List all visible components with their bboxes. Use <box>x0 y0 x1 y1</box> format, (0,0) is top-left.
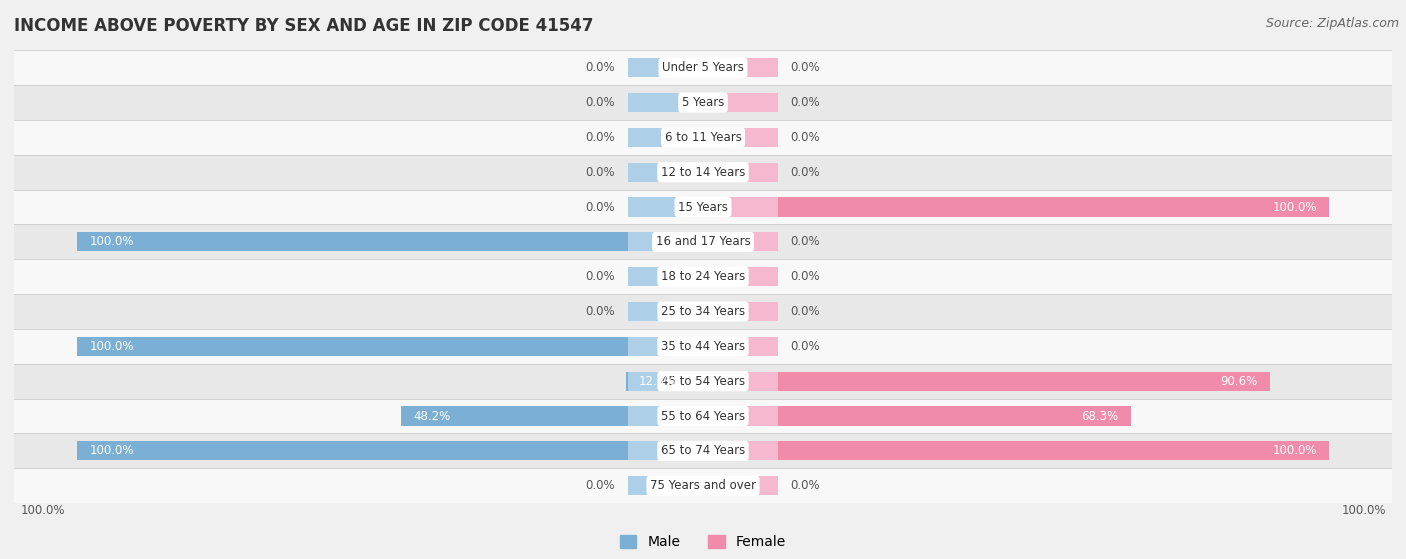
Bar <box>14 433 1392 468</box>
Bar <box>703 197 778 217</box>
Bar <box>14 399 1392 433</box>
Bar <box>14 225 1392 259</box>
Bar <box>703 128 778 147</box>
Text: 16 and 17 Years: 16 and 17 Years <box>655 235 751 248</box>
Bar <box>14 120 1392 155</box>
Text: 100.0%: 100.0% <box>1272 201 1317 214</box>
Text: 12.3%: 12.3% <box>638 375 676 388</box>
Bar <box>703 302 778 321</box>
Text: 100.0%: 100.0% <box>89 444 134 457</box>
Bar <box>703 267 778 286</box>
Bar <box>703 163 778 182</box>
Bar <box>14 190 1392 225</box>
Bar <box>628 372 703 391</box>
Text: 5 Years: 5 Years <box>682 96 724 109</box>
Bar <box>703 233 778 252</box>
Text: 18 to 24 Years: 18 to 24 Years <box>661 270 745 283</box>
Text: 0.0%: 0.0% <box>790 479 820 492</box>
Text: 0.0%: 0.0% <box>790 96 820 109</box>
Bar <box>628 58 703 77</box>
Bar <box>14 294 1392 329</box>
Text: Source: ZipAtlas.com: Source: ZipAtlas.com <box>1265 17 1399 30</box>
Text: 90.6%: 90.6% <box>1220 375 1258 388</box>
Bar <box>77 233 703 252</box>
Text: 0.0%: 0.0% <box>586 479 616 492</box>
Bar <box>703 406 778 425</box>
Bar <box>14 364 1392 399</box>
Text: 6 to 11 Years: 6 to 11 Years <box>665 131 741 144</box>
Bar <box>14 468 1392 503</box>
Text: 68.3%: 68.3% <box>1081 410 1118 423</box>
Text: 100.0%: 100.0% <box>1272 444 1317 457</box>
Bar <box>14 85 1392 120</box>
Bar <box>626 372 703 391</box>
Text: 55 to 64 Years: 55 to 64 Years <box>661 410 745 423</box>
Text: 0.0%: 0.0% <box>586 165 616 179</box>
Text: 0.0%: 0.0% <box>790 340 820 353</box>
Bar <box>703 476 778 495</box>
Bar <box>14 259 1392 294</box>
Bar <box>628 441 703 461</box>
Bar <box>628 406 703 425</box>
Bar <box>628 337 703 356</box>
Bar <box>628 163 703 182</box>
Text: 0.0%: 0.0% <box>790 235 820 248</box>
Text: 100.0%: 100.0% <box>89 340 134 353</box>
Bar <box>703 197 1329 217</box>
Text: 100.0%: 100.0% <box>89 235 134 248</box>
Text: 0.0%: 0.0% <box>790 305 820 318</box>
Text: 12 to 14 Years: 12 to 14 Years <box>661 165 745 179</box>
Bar <box>703 372 778 391</box>
Text: 0.0%: 0.0% <box>790 131 820 144</box>
Text: 0.0%: 0.0% <box>790 165 820 179</box>
Bar <box>77 441 703 461</box>
Text: 100.0%: 100.0% <box>20 504 65 517</box>
Bar <box>628 233 703 252</box>
Text: 0.0%: 0.0% <box>790 270 820 283</box>
Bar <box>14 155 1392 190</box>
Bar <box>628 302 703 321</box>
Text: 0.0%: 0.0% <box>790 61 820 74</box>
Text: 35 to 44 Years: 35 to 44 Years <box>661 340 745 353</box>
Bar <box>703 337 778 356</box>
Bar <box>628 93 703 112</box>
Text: 0.0%: 0.0% <box>586 201 616 214</box>
Text: 0.0%: 0.0% <box>586 61 616 74</box>
Bar <box>703 441 1329 461</box>
Bar <box>77 337 703 356</box>
Text: 15 Years: 15 Years <box>678 201 728 214</box>
Bar <box>14 329 1392 364</box>
Bar <box>401 406 703 425</box>
Bar <box>628 267 703 286</box>
Bar <box>703 58 778 77</box>
Text: 0.0%: 0.0% <box>586 270 616 283</box>
Bar <box>703 406 1130 425</box>
Text: 0.0%: 0.0% <box>586 131 616 144</box>
Text: 100.0%: 100.0% <box>1341 504 1386 517</box>
Text: INCOME ABOVE POVERTY BY SEX AND AGE IN ZIP CODE 41547: INCOME ABOVE POVERTY BY SEX AND AGE IN Z… <box>14 17 593 35</box>
Text: 65 to 74 Years: 65 to 74 Years <box>661 444 745 457</box>
Bar <box>628 197 703 217</box>
Text: 0.0%: 0.0% <box>586 305 616 318</box>
Bar <box>14 50 1392 85</box>
Legend: Male, Female: Male, Female <box>614 530 792 555</box>
Bar <box>628 476 703 495</box>
Text: 48.2%: 48.2% <box>413 410 451 423</box>
Text: 45 to 54 Years: 45 to 54 Years <box>661 375 745 388</box>
Bar <box>703 372 1271 391</box>
Bar <box>628 128 703 147</box>
Text: 25 to 34 Years: 25 to 34 Years <box>661 305 745 318</box>
Text: Under 5 Years: Under 5 Years <box>662 61 744 74</box>
Text: 0.0%: 0.0% <box>586 96 616 109</box>
Bar <box>703 441 778 461</box>
Bar <box>703 93 778 112</box>
Text: 75 Years and over: 75 Years and over <box>650 479 756 492</box>
